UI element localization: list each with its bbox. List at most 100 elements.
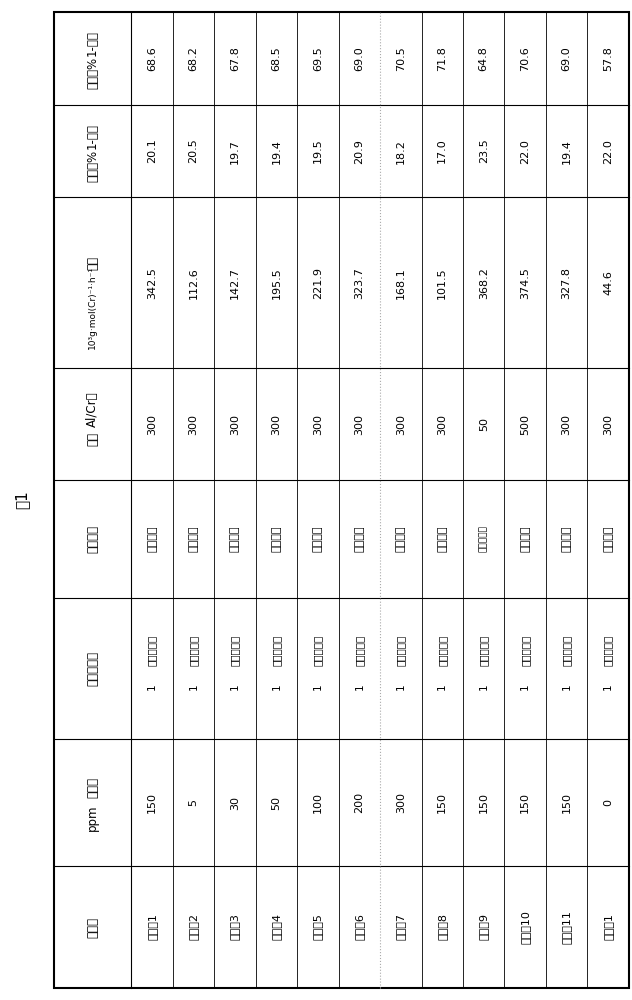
Text: 100: 100 [313, 792, 323, 813]
Text: 实施例7: 实施例7 [396, 914, 406, 940]
Text: 300: 300 [396, 414, 406, 435]
Text: 实施例9: 实施例9 [479, 914, 489, 940]
Text: 69.5: 69.5 [313, 46, 323, 71]
Text: 101.5: 101.5 [437, 267, 447, 299]
Text: 三乙基铝: 三乙基铝 [147, 526, 157, 552]
Text: 70.5: 70.5 [396, 46, 406, 71]
Text: 三乙基铝: 三乙基铝 [396, 526, 406, 552]
Text: 50: 50 [272, 796, 281, 810]
Text: 水含量: 水含量 [86, 777, 99, 798]
Text: 配体化合物: 配体化合物 [147, 635, 157, 666]
Text: 22.0: 22.0 [603, 139, 613, 164]
Text: 327.8: 327.8 [562, 267, 572, 299]
Text: 150: 150 [562, 792, 572, 813]
Text: 三乙基铝: 三乙基铝 [520, 526, 530, 552]
Text: 50: 50 [479, 417, 489, 431]
Text: 221.9: 221.9 [313, 267, 323, 299]
Text: 实施例6: 实施例6 [355, 914, 365, 940]
Text: 68.5: 68.5 [272, 46, 281, 71]
Text: 选择性%: 选择性% [86, 57, 99, 89]
Text: 配体化合物: 配体化合物 [437, 635, 447, 666]
Text: 1: 1 [520, 683, 530, 690]
Text: 342.5: 342.5 [147, 267, 157, 299]
Text: 实施例1: 实施例1 [147, 914, 157, 940]
Text: 实施例11: 实施例11 [562, 910, 572, 944]
Text: 300: 300 [313, 414, 323, 435]
Text: 64.8: 64.8 [479, 46, 489, 71]
Text: 142.7: 142.7 [230, 267, 240, 299]
Text: 甲基铝氧烷: 甲基铝氧烷 [479, 526, 489, 552]
Text: 尔比: 尔比 [86, 432, 99, 446]
Text: 实施例4: 实施例4 [272, 914, 281, 940]
Text: 三乙基铝: 三乙基铝 [188, 526, 198, 552]
Text: ppm: ppm [86, 804, 99, 831]
Text: 300: 300 [230, 414, 240, 435]
Text: 三乙基铝: 三乙基铝 [437, 526, 447, 552]
Text: 57.8: 57.8 [603, 46, 613, 71]
Text: 112.6: 112.6 [188, 267, 198, 299]
Text: 1-己烯: 1-己烯 [86, 123, 99, 149]
Text: 1: 1 [437, 683, 447, 690]
Text: 1: 1 [147, 683, 157, 690]
Text: 500: 500 [520, 414, 530, 435]
Text: 三乙基铝: 三乙基铝 [272, 526, 281, 552]
Text: 71.8: 71.8 [437, 46, 447, 71]
Text: 配体化合物: 配体化合物 [603, 635, 613, 666]
Text: 5: 5 [188, 799, 198, 806]
Text: 三乙基铝: 三乙基铝 [313, 526, 323, 552]
Text: 配体化合物: 配体化合物 [396, 635, 406, 666]
Text: 表1: 表1 [15, 491, 30, 509]
Text: 19.5: 19.5 [313, 139, 323, 163]
Text: 1: 1 [355, 683, 365, 690]
Text: 配体化合物: 配体化合物 [313, 635, 323, 666]
Text: 配体化合物: 配体化合物 [355, 635, 365, 666]
Text: 300: 300 [603, 414, 613, 435]
Text: 配体化合物: 配体化合物 [562, 635, 572, 666]
Text: 200: 200 [355, 792, 365, 813]
Text: 368.2: 368.2 [479, 267, 489, 299]
Text: 0: 0 [603, 799, 613, 806]
Text: 选择性%: 选择性% [86, 150, 99, 182]
Text: 68.6: 68.6 [147, 46, 157, 71]
Text: 1-辛烯: 1-辛烯 [86, 30, 99, 56]
Text: 300: 300 [147, 414, 157, 435]
Text: 150: 150 [437, 792, 447, 813]
Text: 1: 1 [230, 683, 240, 690]
Text: 助催化剂: 助催化剂 [86, 525, 99, 553]
Text: 150: 150 [147, 792, 157, 813]
Text: 1: 1 [272, 683, 281, 690]
Text: 1: 1 [479, 683, 489, 690]
Text: 23.5: 23.5 [479, 139, 489, 163]
Text: 配体化合物: 配体化合物 [86, 651, 99, 686]
Text: 实施例3: 实施例3 [230, 914, 240, 940]
Text: 18.2: 18.2 [396, 139, 406, 164]
Text: 300: 300 [272, 414, 281, 435]
Text: 配体化合物: 配体化合物 [520, 635, 530, 666]
Text: 对比例1: 对比例1 [603, 914, 613, 940]
Text: 323.7: 323.7 [355, 267, 365, 299]
Text: 20.9: 20.9 [355, 139, 365, 164]
Text: 300: 300 [188, 414, 198, 435]
Text: 300: 300 [355, 414, 365, 435]
Text: 70.6: 70.6 [520, 46, 530, 71]
Text: 44.6: 44.6 [603, 270, 613, 295]
Text: 300: 300 [562, 414, 572, 435]
Text: 168.1: 168.1 [396, 267, 406, 299]
Text: 195.5: 195.5 [272, 267, 281, 299]
Text: 1: 1 [396, 683, 406, 690]
Text: 10³g·mol(Cr)⁻¹·h⁻¹: 10³g·mol(Cr)⁻¹·h⁻¹ [88, 266, 97, 349]
Text: 1: 1 [603, 683, 613, 690]
Text: 三乙基铝: 三乙基铝 [230, 526, 240, 552]
Text: 30: 30 [230, 796, 240, 810]
Text: 374.5: 374.5 [520, 267, 530, 299]
Text: 300: 300 [396, 792, 406, 813]
Text: 实施例: 实施例 [86, 916, 99, 938]
Text: 68.2: 68.2 [188, 46, 198, 71]
Text: 配体化合物: 配体化合物 [188, 635, 198, 666]
Text: 19.4: 19.4 [562, 139, 572, 164]
Text: 1: 1 [313, 683, 323, 690]
Text: 1: 1 [188, 683, 198, 690]
Text: 实施例2: 实施例2 [188, 914, 198, 940]
Text: 20.1: 20.1 [147, 139, 157, 163]
Text: 三乙基铝: 三乙基铝 [562, 526, 572, 552]
